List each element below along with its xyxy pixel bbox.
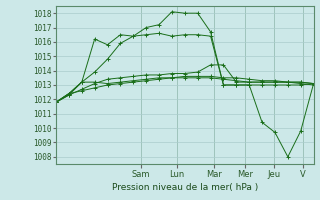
X-axis label: Pression niveau de la mer( hPa ): Pression niveau de la mer( hPa ) <box>112 183 258 192</box>
